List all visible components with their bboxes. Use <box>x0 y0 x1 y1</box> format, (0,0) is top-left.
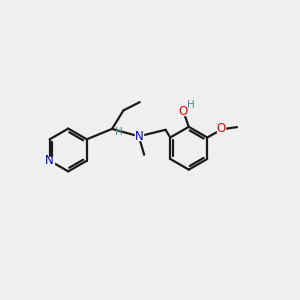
Text: N: N <box>134 130 143 143</box>
Bar <box>135 133 143 140</box>
Text: H: H <box>187 100 195 110</box>
Bar <box>46 157 54 164</box>
Text: O: O <box>179 105 188 118</box>
Bar <box>217 125 225 132</box>
Text: H: H <box>115 127 122 137</box>
Text: O: O <box>217 122 226 135</box>
Bar <box>179 108 188 115</box>
Text: N: N <box>45 154 54 167</box>
